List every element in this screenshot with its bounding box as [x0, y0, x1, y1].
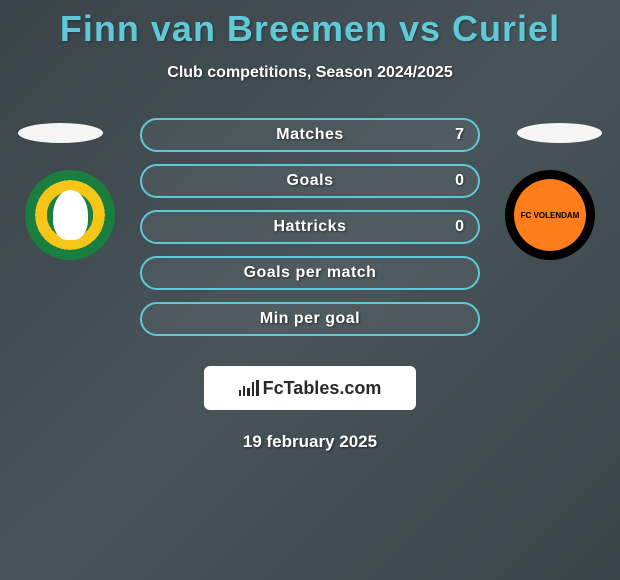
stat-label: Goals [287, 172, 334, 190]
stat-label: Hattricks [274, 218, 347, 236]
stat-row-hattricks: Hattricks 0 [140, 210, 480, 244]
club-logo-left [25, 170, 115, 260]
chart-icon [239, 380, 259, 396]
stat-value-right: 7 [455, 126, 464, 144]
stat-label: Min per goal [260, 310, 360, 328]
stat-row-goals: Goals 0 [140, 164, 480, 198]
fctables-logo: FcTables.com [204, 366, 416, 410]
stats-container: FC VOLENDAM Matches 7 Goals 0 Hattricks … [0, 118, 620, 348]
stat-row-goals-per-match: Goals per match [140, 256, 480, 290]
stat-label: Goals per match [244, 264, 377, 282]
club-logo-right: FC VOLENDAM [505, 170, 595, 260]
comparison-date: 19 february 2025 [0, 432, 620, 452]
flag-left [18, 123, 103, 143]
stat-row-matches: Matches 7 [140, 118, 480, 152]
stat-label: Matches [276, 126, 344, 144]
comparison-title: Finn van Breemen vs Curiel [0, 0, 620, 50]
club-left-badge-icon [53, 190, 88, 240]
stat-row-min-per-goal: Min per goal [140, 302, 480, 336]
stat-value-right: 0 [455, 218, 464, 236]
logo-text: FcTables.com [263, 378, 382, 399]
flag-right [517, 123, 602, 143]
stat-bars: Matches 7 Goals 0 Hattricks 0 Goals per … [140, 118, 480, 348]
comparison-subtitle: Club competitions, Season 2024/2025 [0, 64, 620, 82]
club-right-badge-icon: FC VOLENDAM [514, 179, 586, 251]
stat-value-right: 0 [455, 172, 464, 190]
